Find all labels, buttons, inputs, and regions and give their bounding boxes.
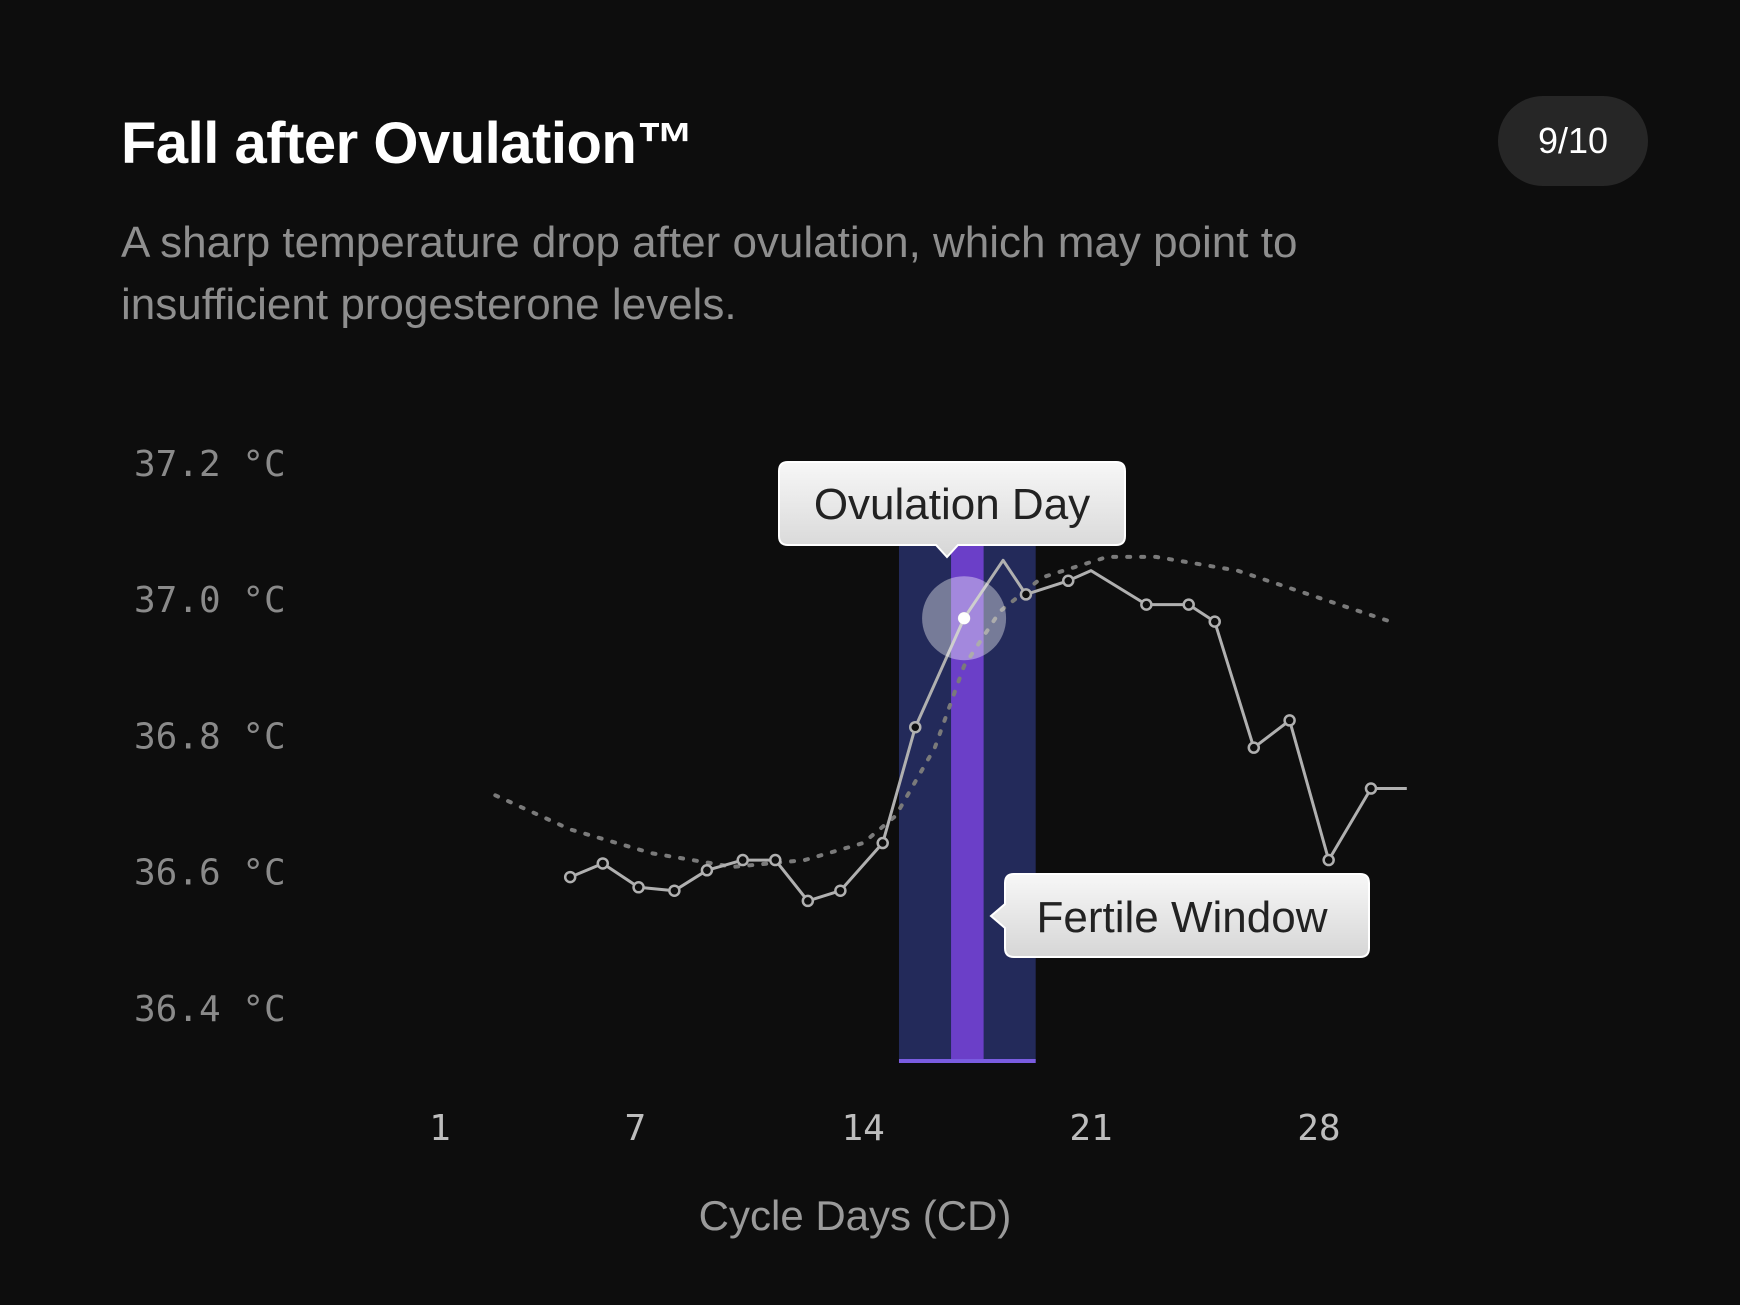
temperature-point — [1140, 598, 1153, 611]
ovulation-marker-dot — [958, 612, 971, 625]
temperature-point — [769, 853, 782, 867]
x-tick-label: 14 — [841, 1108, 884, 1149]
temperature-point — [876, 836, 889, 850]
temperature-point — [1364, 782, 1378, 795]
ovulation-day-band — [951, 540, 984, 1061]
y-tick-label: 36.8 °C — [134, 716, 286, 757]
x-tick-label: 21 — [1069, 1108, 1112, 1149]
temperature-point — [834, 884, 847, 897]
x-tick-label: 7 — [624, 1108, 646, 1149]
trend-line — [493, 554, 1393, 869]
temperature-point — [596, 857, 610, 870]
y-tick-label: 37.2 °C — [134, 444, 286, 485]
y-axis-labels: 37.2 °C 37.0 °C 36.8 °C 36.6 °C 36.4 °C — [134, 444, 286, 1030]
temperature-point — [1208, 615, 1221, 628]
page-title: Fall after Ovulation™ — [121, 111, 694, 176]
y-tick-label: 37.0 °C — [134, 580, 286, 621]
ovulation-day-callout: Ovulation Day — [778, 461, 1126, 559]
temperature-line — [569, 558, 1407, 903]
fertile-window-callout: Fertile Window — [989, 873, 1370, 958]
ovulation-day-label: Ovulation Day — [814, 480, 1090, 529]
temperature-point — [1182, 598, 1195, 611]
y-tick-label: 36.6 °C — [134, 853, 286, 894]
temperature-point — [736, 853, 749, 867]
ovulation-marker-group — [922, 576, 1007, 661]
page-subtitle: A sharp temperature drop after ovulation… — [121, 218, 1298, 329]
temperature-point — [1322, 853, 1335, 867]
temperature-point — [1061, 574, 1075, 588]
temperature-point — [1283, 714, 1296, 727]
temperature-point — [1019, 588, 1033, 601]
fertile-window-bands — [898, 540, 1036, 1063]
x-tick-label: 1 — [429, 1108, 451, 1149]
temperature-point — [801, 894, 815, 908]
page-indicator-badge: 9/10 — [1498, 96, 1648, 186]
grid-lines — [320, 480, 1450, 1063]
temperature-point — [668, 884, 681, 897]
y-tick-label: 36.4 °C — [134, 989, 286, 1030]
temperature-point — [632, 881, 645, 894]
x-axis-labels: 1 7 14 21 28 — [429, 1108, 1340, 1149]
trend-line-group — [493, 554, 1393, 869]
temperature-point — [909, 720, 922, 734]
temperature-point — [1247, 741, 1261, 754]
temperature-point — [700, 864, 714, 877]
fertile-window-label: Fertile Window — [1037, 893, 1328, 942]
x-axis-title: Cycle Days (CD) — [699, 1192, 1012, 1239]
temperature-point — [563, 870, 577, 884]
x-tick-label: 28 — [1297, 1108, 1340, 1149]
temperature-line-group — [563, 558, 1407, 908]
